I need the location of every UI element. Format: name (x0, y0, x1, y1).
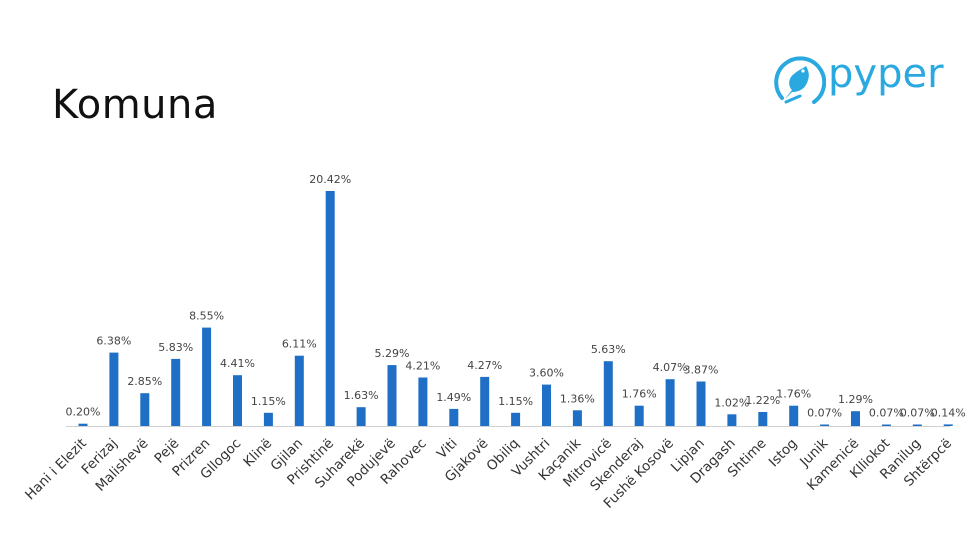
value-label-21: 1.02% (714, 396, 749, 409)
bar-28 (943, 424, 953, 426)
value-label-15: 3.60% (529, 367, 564, 380)
value-label-4: 8.55% (189, 310, 224, 323)
bar-7 (294, 355, 304, 426)
value-label-7: 6.11% (282, 338, 317, 351)
bar-17 (603, 361, 613, 426)
value-label-11: 4.21% (405, 360, 440, 373)
value-label-0: 0.20% (66, 406, 101, 419)
value-label-2: 2.85% (127, 375, 162, 388)
value-label-10: 5.29% (375, 347, 410, 360)
bar-9 (356, 407, 366, 426)
bar-12 (449, 408, 459, 426)
bar-13 (480, 376, 490, 426)
bar-23 (789, 405, 799, 426)
bar-14 (511, 412, 521, 426)
bar-20 (696, 381, 706, 426)
value-label-5: 4.41% (220, 357, 255, 370)
value-label-22: 1.22% (745, 394, 780, 407)
value-label-24: 0.07% (807, 407, 842, 420)
value-label-19: 4.07% (653, 361, 688, 374)
value-label-12: 1.49% (436, 391, 471, 404)
bar-27 (912, 424, 922, 426)
value-label-9: 1.63% (344, 389, 379, 402)
bird-circle-icon (774, 56, 826, 104)
bar-6 (263, 412, 273, 426)
value-label-16: 1.36% (560, 392, 595, 405)
value-label-18: 1.76% (622, 388, 657, 401)
bar-8 (325, 191, 335, 426)
bar-26 (881, 424, 891, 426)
value-label-6: 1.15% (251, 395, 286, 408)
bar-21 (727, 414, 737, 426)
value-label-1: 6.38% (96, 335, 131, 348)
bar-5 (233, 375, 242, 426)
bar-18 (634, 405, 644, 426)
value-label-26: 0.07% (869, 407, 904, 420)
bar-16 (572, 410, 582, 426)
value-label-8: 20.42% (309, 173, 351, 186)
value-label-17: 5.63% (591, 343, 626, 356)
bar-11 (418, 377, 428, 426)
category-label-23: Istog (766, 436, 801, 471)
bar-15 (542, 384, 551, 426)
bar-22 (758, 412, 768, 426)
bar-25 (851, 411, 860, 426)
bar-3 (171, 358, 181, 426)
bar-0 (78, 423, 88, 426)
value-label-23: 1.76% (776, 388, 811, 401)
bar-2 (140, 393, 150, 426)
bar-4 (202, 327, 212, 426)
value-label-14: 1.15% (498, 395, 533, 408)
bar-1 (109, 352, 119, 426)
category-label-0: Hani i Elezit (22, 436, 90, 504)
bar-19 (665, 379, 675, 426)
pyper-logo: pyper (770, 52, 950, 110)
value-label-27: 0.07% (900, 407, 935, 420)
logo-text: pyper (828, 51, 944, 97)
value-label-28: 0.14% (931, 406, 966, 419)
bar-24 (820, 424, 830, 426)
value-label-20: 3.87% (684, 364, 719, 377)
bar-10 (387, 365, 397, 426)
value-label-3: 5.83% (158, 341, 193, 354)
value-label-13: 4.27% (467, 359, 502, 372)
slide-title: Komuna (52, 82, 218, 128)
value-label-25: 1.29% (838, 393, 873, 406)
